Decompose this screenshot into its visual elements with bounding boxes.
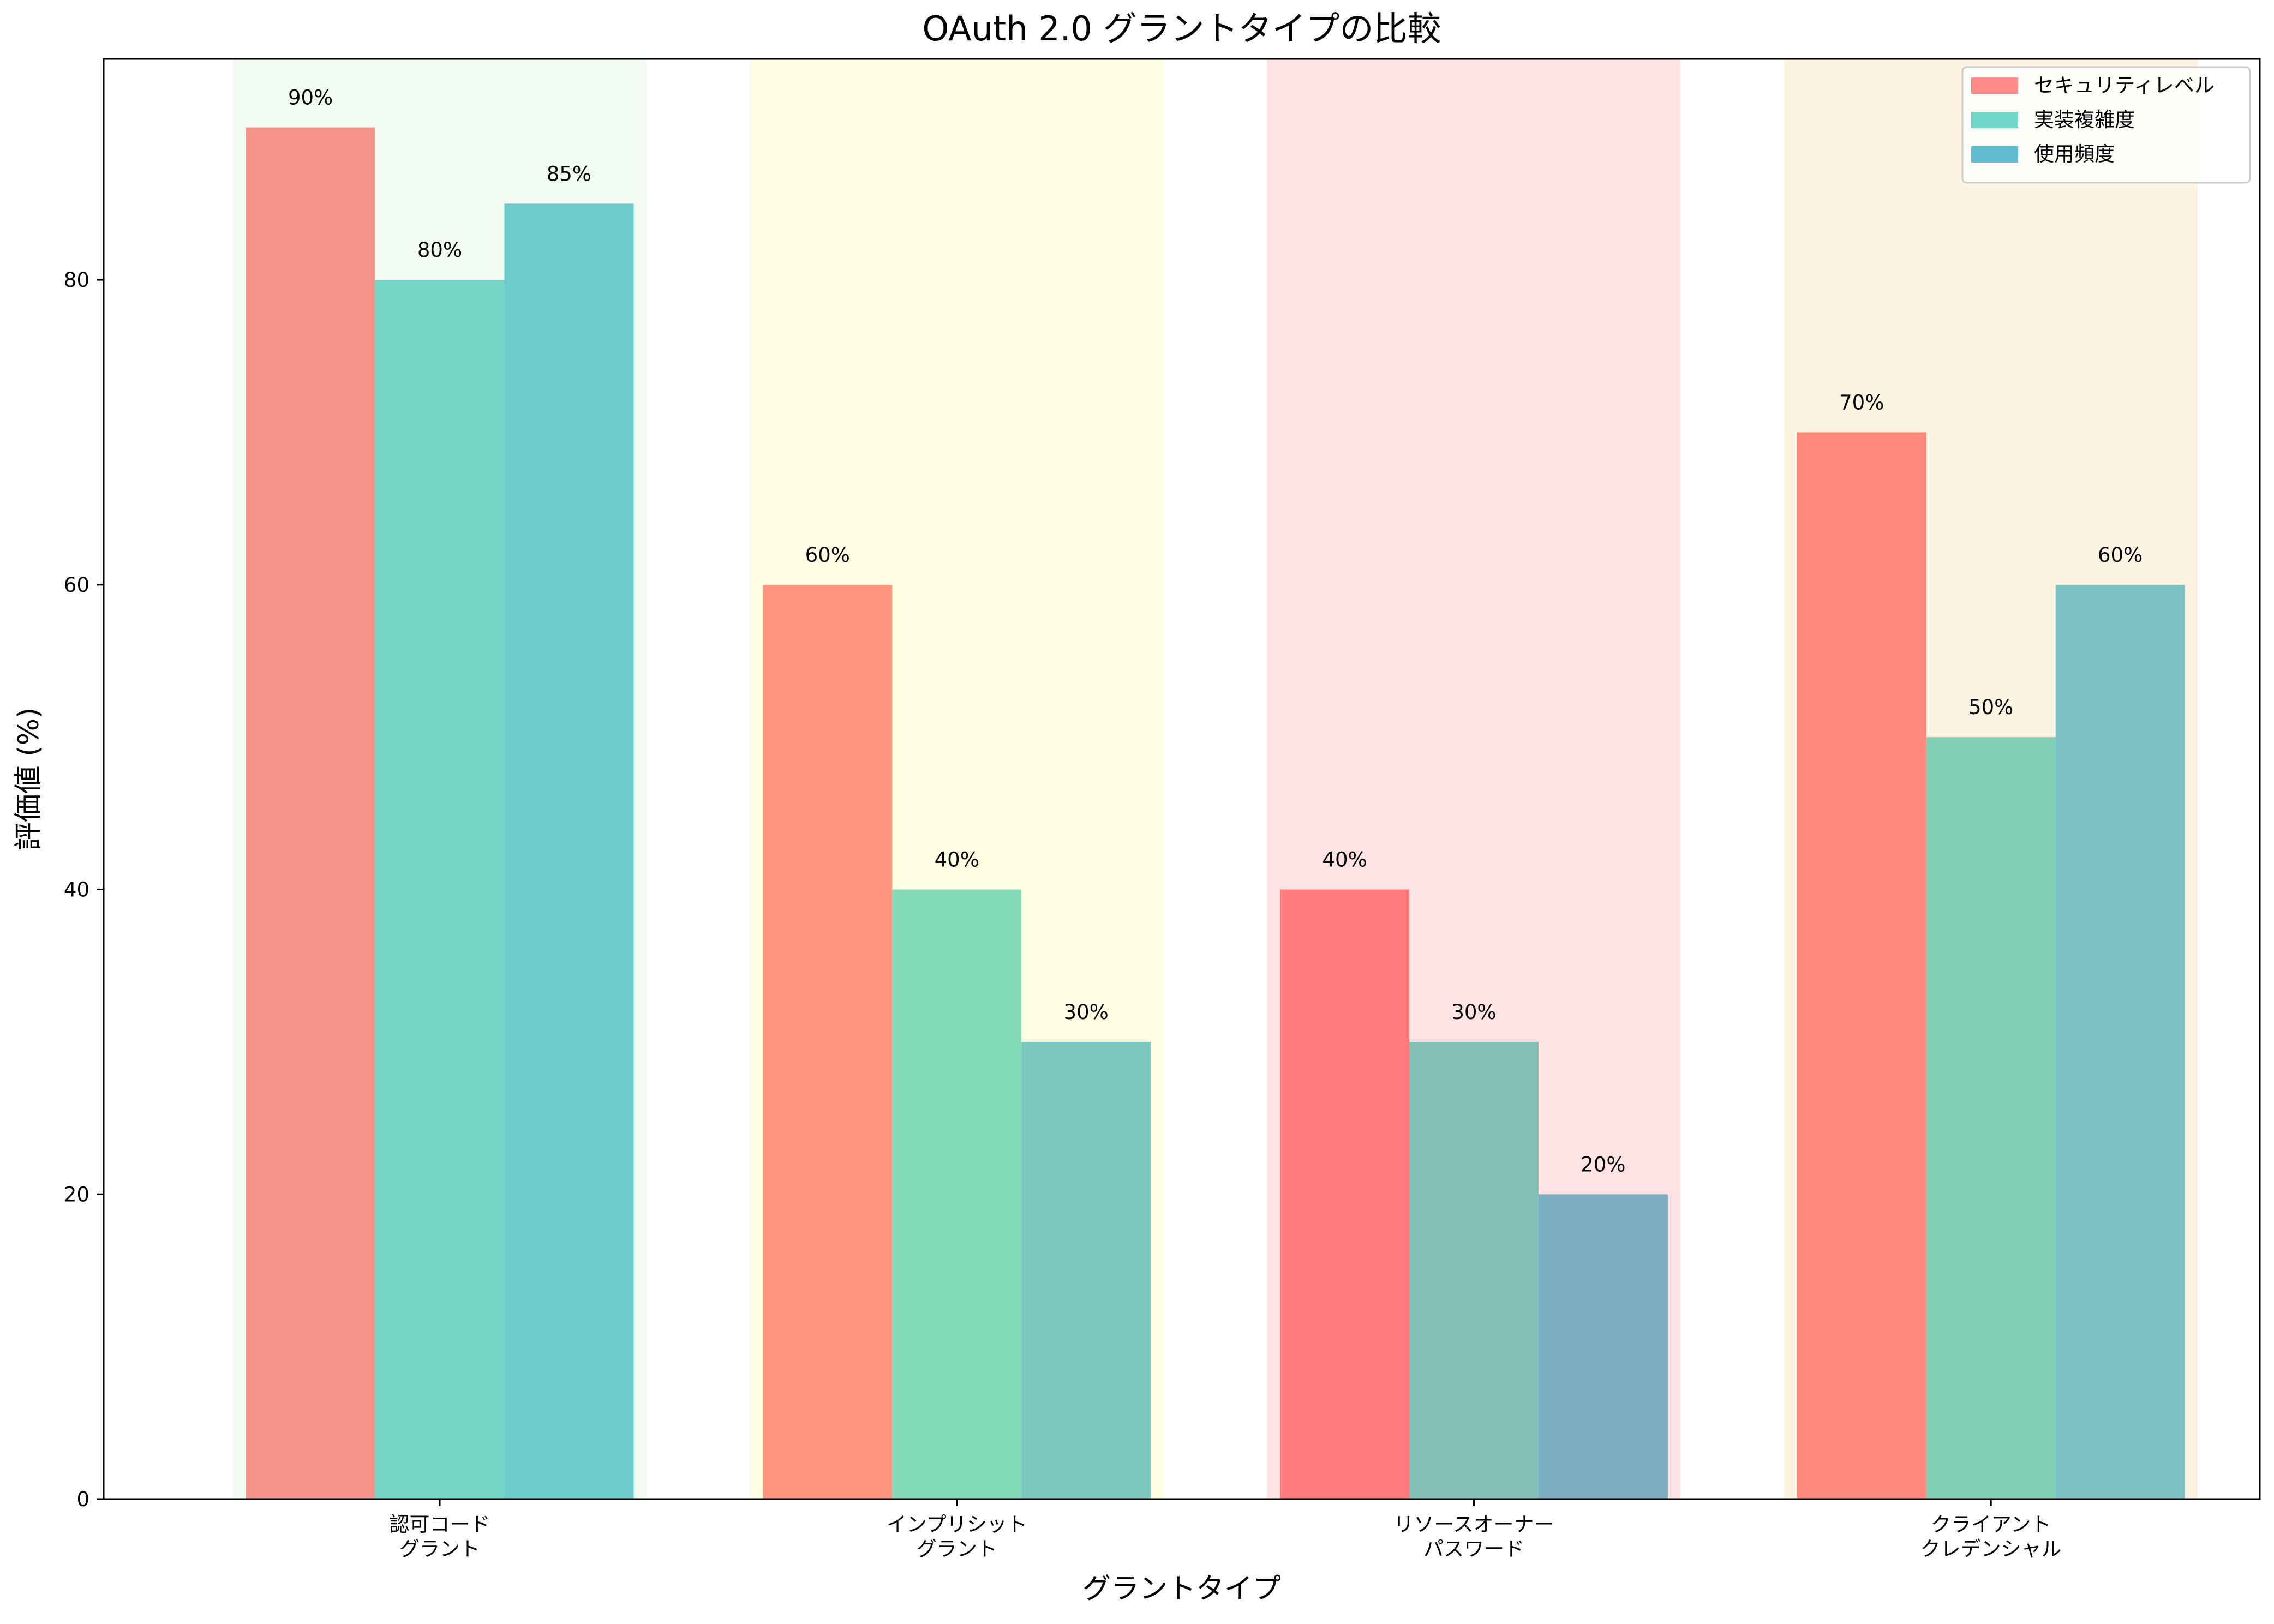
x-tick-label: 認可コード [390,1513,490,1536]
y-axis: 0 20 40 60 80 [64,268,104,1511]
bar [1280,889,1409,1499]
bar [1409,1041,1539,1499]
y-axis-title: 評価値 (%) [13,708,45,851]
bar [892,889,1022,1499]
bars [246,127,2185,1500]
x-tick-label: クライアント [1931,1513,2051,1536]
bar [1926,737,2056,1499]
bar [504,203,634,1500]
bar-value-label: 40% [1322,848,1367,872]
y-tick-label: 60 [64,573,89,597]
bar-value-label: 30% [1451,1000,1496,1024]
bar-value-label: 40% [935,848,979,872]
bar-value-label: 50% [1968,696,2013,719]
legend-label: 使用頻度 [2034,142,2115,166]
legend-swatch [1971,112,2018,128]
legend-box [1961,66,2251,184]
bar [1021,1041,1151,1499]
chart-title: OAuth 2.0 グラントタイプの比較 [922,9,1441,49]
bar [2055,584,2185,1499]
bar-value-label: 20% [1581,1153,1625,1176]
y-tick-label: 80 [64,268,89,292]
bar-value-label: 70% [1839,391,1884,414]
bar [763,584,893,1499]
bar [1797,432,1926,1499]
x-tick-label: クレデンシャル [1920,1537,2062,1561]
legend-label: 実装複雑度 [2034,108,2135,131]
bar-value-label: 85% [547,162,591,185]
bar-value-labels: 90% 60% 40% 70% 80% 40% 30% 50% 85% 30% 20% 60% [288,86,2143,1177]
x-tick-label: インプリシット [887,1513,1027,1536]
legend-label: セキュリティレベル [2034,74,2215,97]
bar-value-label: 60% [2098,543,2143,567]
x-tick-label: グラント [399,1537,480,1561]
bar-value-label: 30% [1064,1000,1109,1024]
y-tick-label: 0 [76,1488,89,1511]
x-axis-title: グラントタイプ [1082,1573,1281,1605]
legend-swatch [1971,146,2018,163]
plot-frame [103,58,2261,1500]
x-tick-label: グラント [917,1537,997,1561]
bar [375,280,505,1499]
bar-value-label: 60% [805,543,850,567]
bar [246,127,375,1499]
x-tick-label: リソースオーナー [1393,1513,1554,1536]
y-tick-label: 40 [64,878,89,902]
legend-swatch [1971,77,2018,94]
x-tick-label: パスワード [1423,1537,1524,1561]
bar [1538,1194,1668,1499]
bar-value-label: 90% [288,86,333,110]
x-axis: 認可コードグラントインプリシットグラントリソースオーナーパスワードクライアントク… [390,1499,2062,1561]
y-tick-label: 20 [64,1183,89,1206]
bar-value-label: 80% [417,238,462,262]
